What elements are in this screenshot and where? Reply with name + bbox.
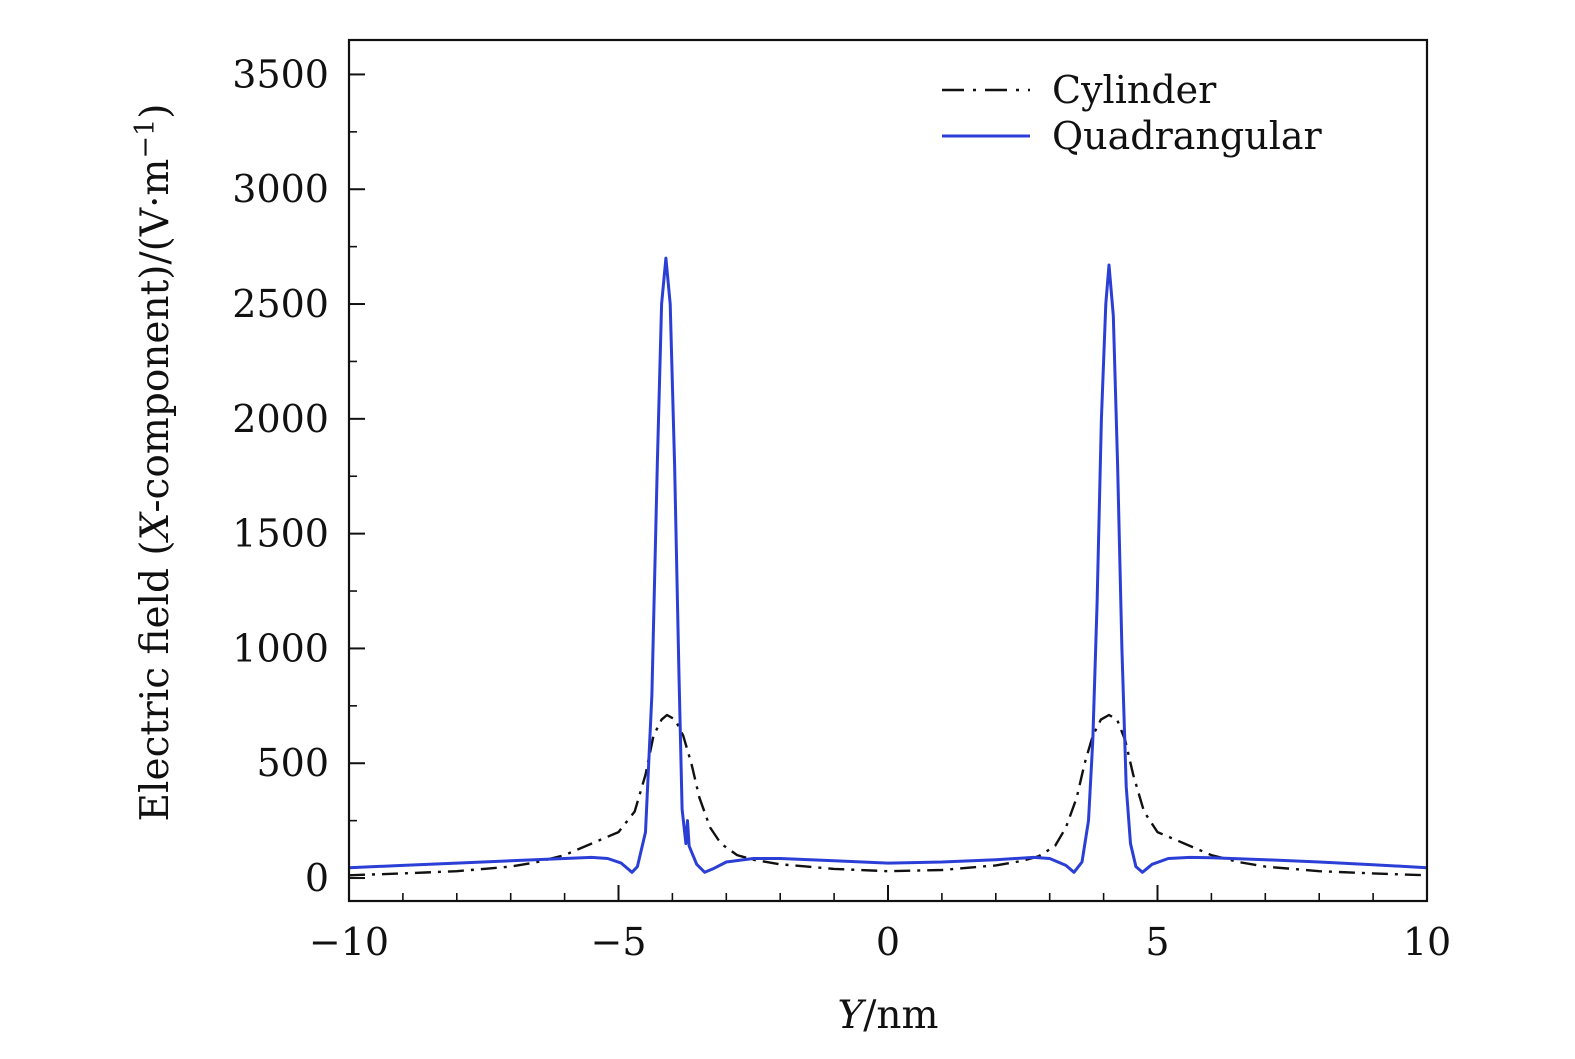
y-tick-label: 2500 xyxy=(232,282,329,326)
x-axis-unit: /nm xyxy=(863,993,938,1038)
y-axis-prefix: Electric field ( xyxy=(133,540,178,821)
y-tick-label: 500 xyxy=(256,741,329,785)
y-tick-label: 1000 xyxy=(232,626,329,670)
y-axis-mid: -component)/(V·m xyxy=(133,159,178,513)
series-layer xyxy=(348,256,1428,877)
y-axis-suffix: ) xyxy=(133,104,178,119)
y-tick-label: 3000 xyxy=(232,167,329,211)
y-axis-var: X xyxy=(133,510,178,543)
y-tick-label: 1500 xyxy=(232,512,329,556)
plot-frame xyxy=(347,38,1429,903)
x-axis-title: Y/nm xyxy=(838,993,939,1038)
y-tick-label: 0 xyxy=(305,856,329,900)
y-tick-label: 2000 xyxy=(232,397,329,441)
x-tick-label: 0 xyxy=(876,920,900,964)
ticks-layer xyxy=(348,73,1428,901)
x-tick-label: 10 xyxy=(1403,920,1451,964)
legend-label-cylinder: Cylinder xyxy=(1052,68,1217,112)
y-axis-title: Electric field (X-component)/(V·m−1) xyxy=(130,104,178,822)
y-axis-exponent: −1 xyxy=(130,119,161,159)
x-tick-label: −10 xyxy=(309,920,389,964)
series-line-quadrangular xyxy=(348,256,1428,874)
legend-label-quadrangular: Quadrangular xyxy=(1052,114,1323,158)
y-tick-label: 3500 xyxy=(232,52,329,96)
x-axis-var: Y xyxy=(838,993,867,1038)
x-tick-label: −5 xyxy=(590,920,646,964)
x-tick-label: 5 xyxy=(1145,920,1169,964)
tick-labels-layer: −10 −5 0 5 10 0 500 1000 1500 2000 2500 3000 3500 xyxy=(232,52,1451,964)
legend: Cylinder Quadrangular xyxy=(942,68,1323,158)
